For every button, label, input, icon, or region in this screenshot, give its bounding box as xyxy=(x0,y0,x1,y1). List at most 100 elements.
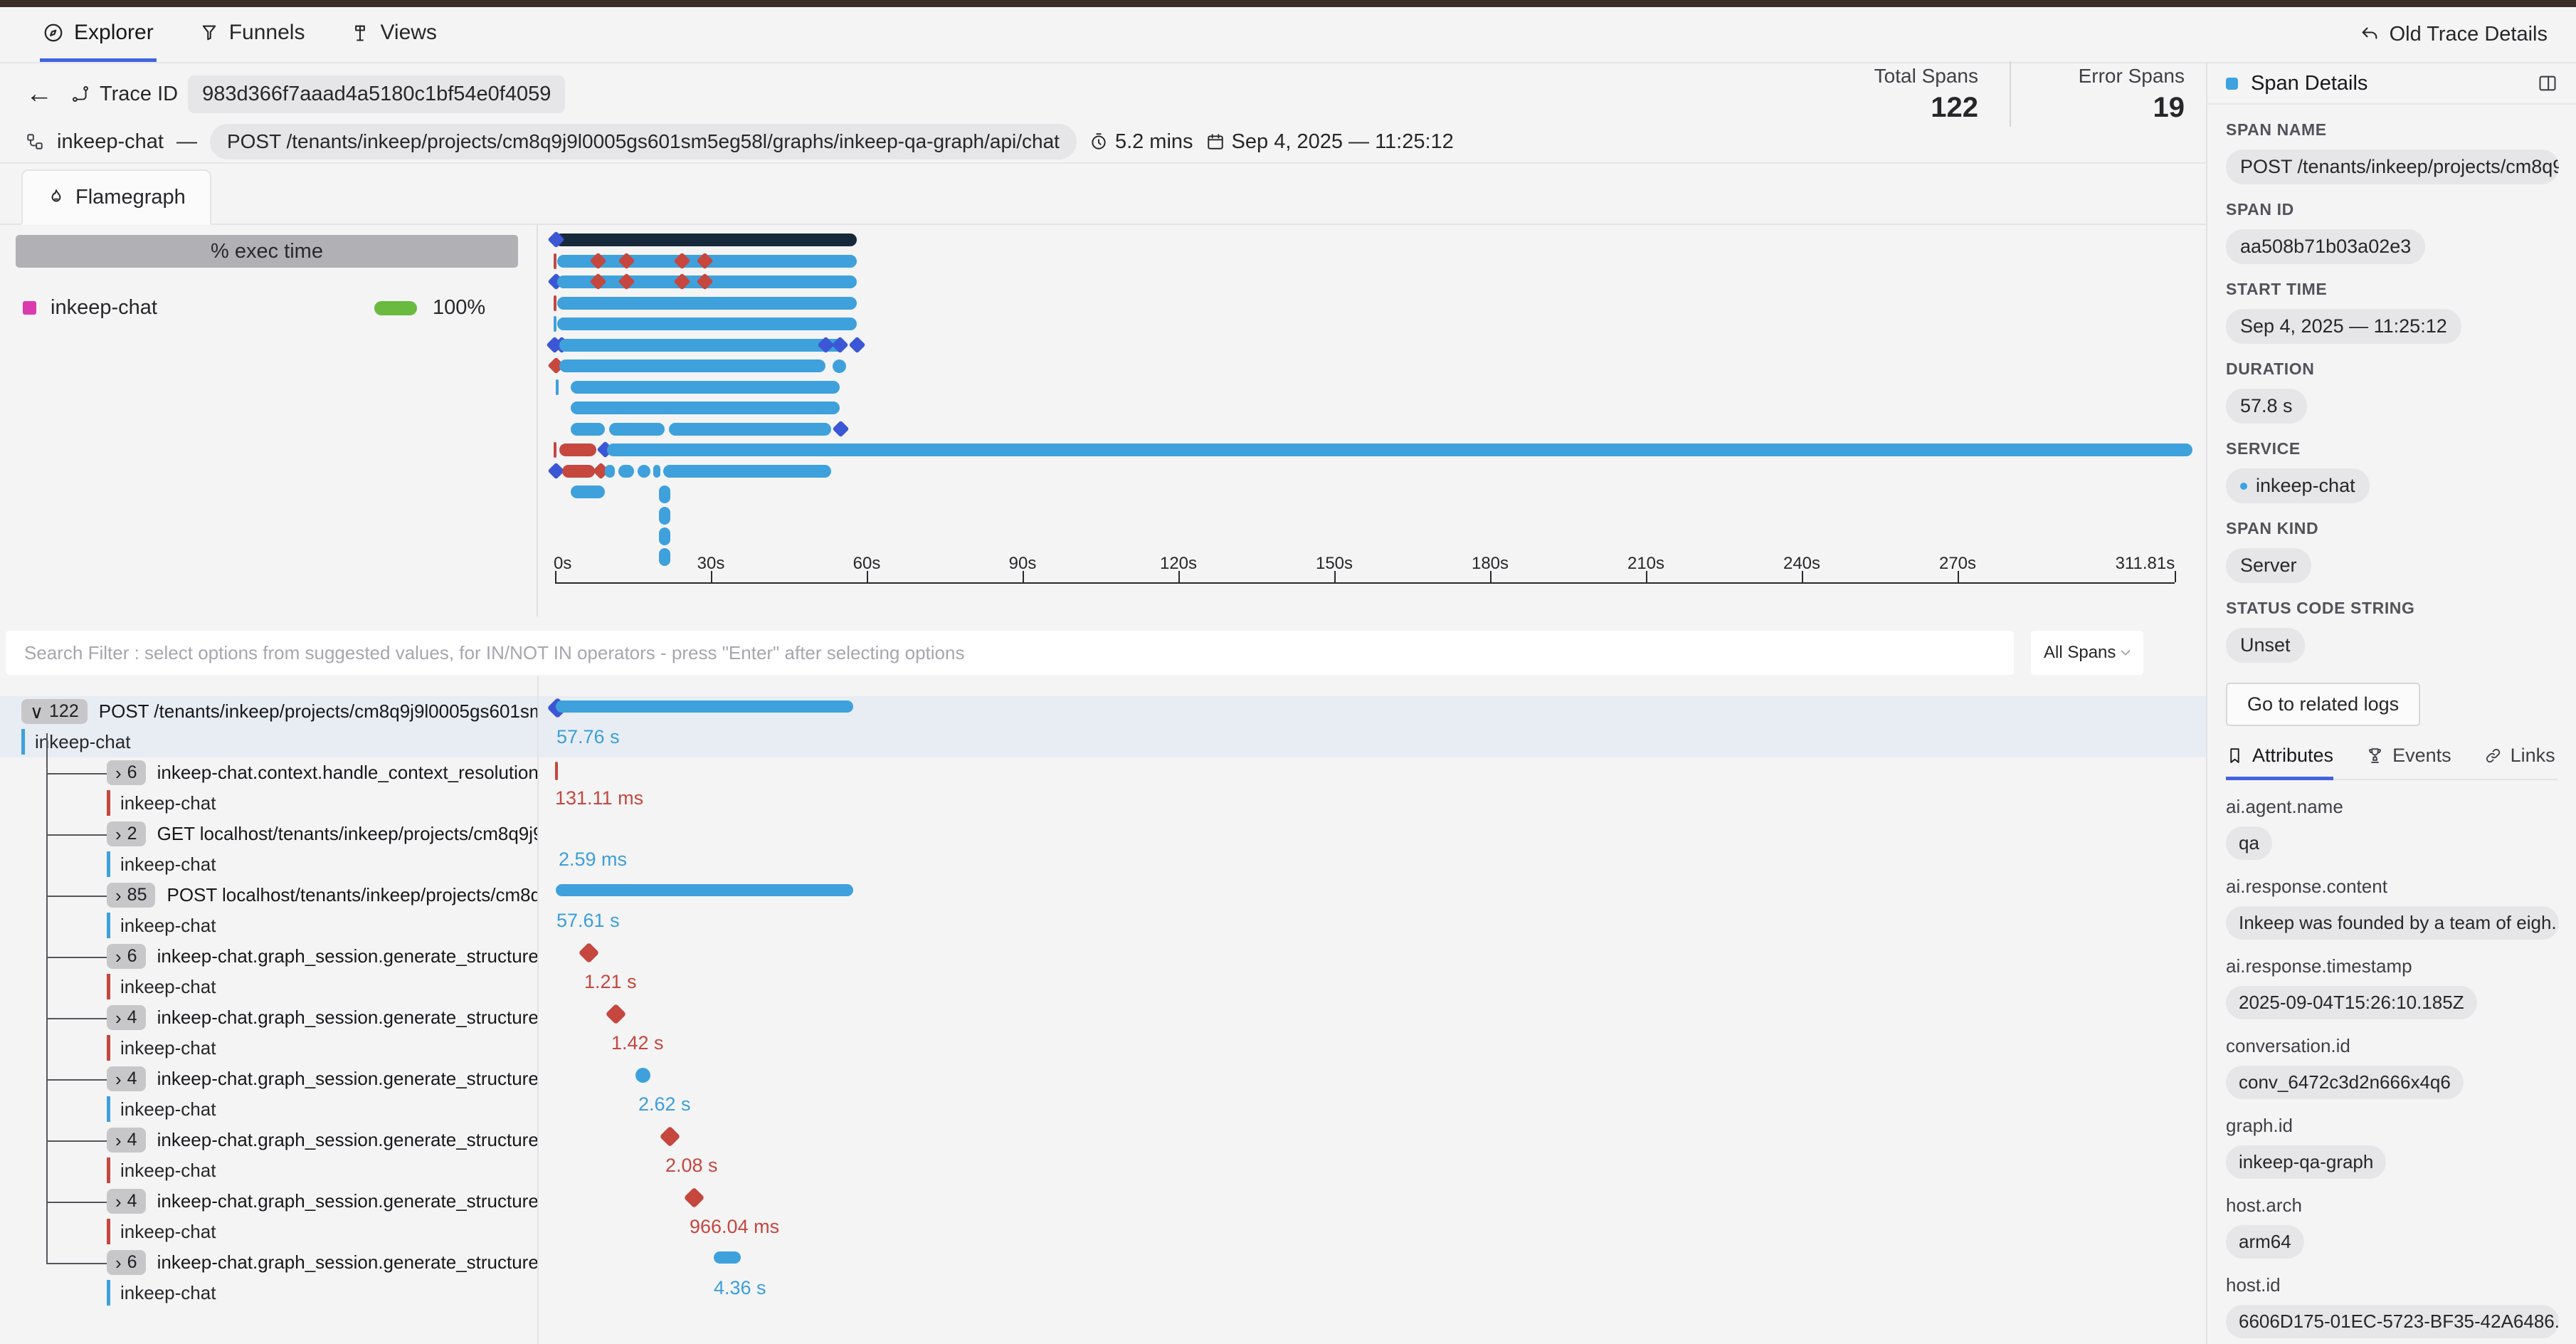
flamegraph-span[interactable] xyxy=(554,442,556,458)
flamegraph-span[interactable] xyxy=(832,420,850,438)
flamegraph-span[interactable] xyxy=(607,443,2192,456)
go-to-related-logs-button[interactable]: Go to related logs xyxy=(2226,683,2421,726)
span-count-badge[interactable]: › 4 xyxy=(107,1005,146,1030)
span-count-badge[interactable]: ∨ 122 xyxy=(21,699,88,724)
detail-field-value[interactable]: Sep 4, 2025 — 11:25:12 xyxy=(2226,309,2461,344)
span-row[interactable]: › 4 inkeep-chat.graph_session.generate_str… xyxy=(0,1186,2206,1247)
detail-field-value[interactable]: Unset xyxy=(2226,628,2305,663)
legend-row[interactable]: inkeep-chat 100% xyxy=(16,296,537,320)
attribute-value[interactable]: inkeep-qa-graph xyxy=(2226,1145,2387,1179)
flamegraph-span[interactable] xyxy=(554,253,556,269)
flamegraph-span[interactable] xyxy=(571,381,840,394)
waterfall-span[interactable] xyxy=(556,884,853,896)
details-tab-events[interactable]: Events xyxy=(2366,745,2451,780)
details-tab-attributes[interactable]: Attributes xyxy=(2226,745,2334,780)
time-axis-label: 270s xyxy=(1938,554,1977,573)
span-count-badge[interactable]: › 4 xyxy=(107,1189,146,1214)
span-row[interactable]: › 6 inkeep-chat.graph_session.generate_str… xyxy=(0,1247,2206,1308)
span-count-badge[interactable]: › 85 xyxy=(107,883,156,908)
flamegraph-span[interactable] xyxy=(848,336,866,354)
flamegraph-span[interactable] xyxy=(638,465,650,478)
waterfall-span[interactable] xyxy=(556,700,853,713)
nav-tab-funnels[interactable]: Funnels xyxy=(196,7,308,62)
span-row[interactable]: ∨ 122 POST /tenants/inkeep/projects/cm8q9j… xyxy=(0,696,2206,757)
old-trace-details-link[interactable]: Old Trace Details xyxy=(2360,7,2548,62)
flamegraph-span[interactable] xyxy=(562,465,595,478)
flamegraph-span[interactable] xyxy=(609,423,665,436)
details-tab-links[interactable]: Links xyxy=(2484,745,2555,780)
detail-field-value[interactable]: POST /tenants/inkeep/projects/cm8q9j... xyxy=(2226,149,2559,184)
flamegraph-canvas[interactable]: 0s 30s 60s 90s 120s 150s 180s 210s 240s 270s 311.8… xyxy=(538,225,2206,616)
spans-filter-dropdown[interactable]: All Spans xyxy=(2031,631,2143,675)
flamegraph-span[interactable] xyxy=(559,443,596,456)
back-arrow-button[interactable]: ← xyxy=(26,78,53,109)
attribute-value[interactable]: Inkeep was founded by a team of eigh... xyxy=(2226,906,2559,940)
span-row[interactable]: › 4 inkeep-chat.graph_session.generate_str… xyxy=(0,1002,2206,1064)
waterfall-span[interactable] xyxy=(605,1003,627,1025)
waterfall-span[interactable] xyxy=(555,762,558,780)
waterfall-span[interactable] xyxy=(714,1251,741,1264)
flamegraph-span[interactable] xyxy=(663,465,831,478)
search-filter-input[interactable] xyxy=(6,631,2014,675)
detail-field-value[interactable]: 57.8 s xyxy=(2226,389,2307,424)
waterfall-span[interactable] xyxy=(635,1068,650,1083)
nav-tab-views[interactable]: Views xyxy=(347,7,439,62)
attribute-value[interactable]: 6606D175-01EC-5723-BF35-42A6486... xyxy=(2226,1305,2559,1338)
flamegraph-span[interactable] xyxy=(554,295,556,311)
span-row[interactable]: › 6 inkeep-chat.graph_session.generate_str… xyxy=(0,941,2206,1002)
flamegraph-span[interactable] xyxy=(833,359,846,373)
trace-id-value[interactable]: 983d366f7aaad4a5180c1bf54e0f4059 xyxy=(188,75,566,113)
flamegraph-span[interactable] xyxy=(669,423,831,436)
span-count-badge[interactable]: › 6 xyxy=(107,944,146,969)
waterfall-span[interactable] xyxy=(659,1125,681,1148)
nav-tab-explorer[interactable]: Explorer xyxy=(40,7,157,62)
error-spans-stat: Error Spans 19 xyxy=(2042,65,2185,124)
flamegraph-span[interactable] xyxy=(556,379,559,395)
span-row[interactable]: › 4 inkeep-chat.graph_session.generate_str… xyxy=(0,1125,2206,1186)
flamegraph-span[interactable] xyxy=(571,423,605,436)
attribute-value[interactable]: arm64 xyxy=(2226,1225,2304,1259)
flamegraph-span[interactable] xyxy=(618,465,634,478)
span-count-badge[interactable]: › 4 xyxy=(107,1066,146,1091)
detail-field-label: START TIME xyxy=(2226,280,2328,298)
waterfall-span[interactable] xyxy=(578,942,600,964)
flamegraph-span[interactable] xyxy=(559,359,825,372)
detail-field-value[interactable]: Server xyxy=(2226,548,2311,583)
span-row[interactable]: › 6 inkeep-chat.context.handle_context_res… xyxy=(0,757,2206,819)
flamegraph-span[interactable] xyxy=(557,317,857,330)
span-row[interactable]: › 85 POST localhost/tenants/inkeep/project… xyxy=(0,880,2206,941)
panel-columns-icon[interactable] xyxy=(2538,73,2557,93)
detail-field-value[interactable]: inkeep-chat xyxy=(2226,468,2370,503)
span-title: inkeep-chat.graph_session.generate_struc… xyxy=(157,945,537,967)
span-title-line: › 6 inkeep-chat.context.handle_context_res… xyxy=(107,760,537,785)
time-axis-tick xyxy=(1802,571,1803,582)
flamegraph-span[interactable] xyxy=(659,548,670,566)
attribute-value[interactable]: qa xyxy=(2226,826,2272,860)
span-count-badge[interactable]: › 2 xyxy=(107,821,146,846)
flamegraph-span[interactable] xyxy=(659,507,670,525)
flamegraph-span[interactable] xyxy=(554,316,556,332)
attribute-value[interactable]: 2025-09-04T15:26:10.185Z xyxy=(2226,986,2477,1019)
attribute-value[interactable]: conv_6472c3d2n666x4q6 xyxy=(2226,1066,2464,1099)
flamegraph-span[interactable] xyxy=(559,339,844,352)
span-waterfall-cell: 4.36 s xyxy=(537,1247,2206,1308)
flamegraph-span[interactable] xyxy=(571,485,605,498)
span-count-badge[interactable]: › 4 xyxy=(107,1128,146,1153)
span-row[interactable]: › 4 inkeep-chat.graph_session.generate_str… xyxy=(0,1064,2206,1125)
tab-flamegraph[interactable]: Flamegraph xyxy=(21,169,211,225)
detail-field-value[interactable]: aa508b71b03a02e3 xyxy=(2226,229,2426,264)
flamegraph-span[interactable] xyxy=(605,465,615,478)
waterfall-span[interactable] xyxy=(683,1187,705,1209)
flamegraph-span[interactable] xyxy=(653,465,660,478)
flamegraph-span[interactable] xyxy=(555,233,857,246)
span-row[interactable]: › 2 GET localhost/tenants/inkeep/projects/… xyxy=(0,819,2206,880)
endpoint-chip[interactable]: POST /tenants/inkeep/projects/cm8q9j9l00… xyxy=(209,124,1077,159)
span-count-badge[interactable]: › 6 xyxy=(107,760,146,785)
flamegraph-span[interactable] xyxy=(659,485,670,503)
flamegraph-span[interactable] xyxy=(571,401,840,414)
exec-time-header[interactable]: % exec time xyxy=(16,235,518,268)
span-count-badge[interactable]: › 6 xyxy=(107,1250,146,1275)
flamegraph-span[interactable] xyxy=(659,527,670,545)
flamegraph-span[interactable] xyxy=(557,297,857,310)
calendar-icon xyxy=(1206,132,1225,151)
